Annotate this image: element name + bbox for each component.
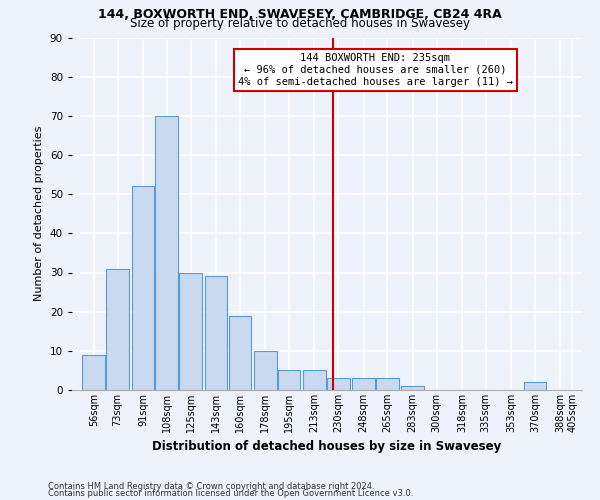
Text: Size of property relative to detached houses in Swavesey: Size of property relative to detached ho…	[130, 18, 470, 30]
Bar	[205, 276, 227, 390]
Bar	[254, 351, 277, 390]
Text: 144 BOXWORTH END: 235sqm
← 96% of detached houses are smaller (260)
4% of semi-d: 144 BOXWORTH END: 235sqm ← 96% of detach…	[238, 54, 513, 86]
Bar	[82, 355, 105, 390]
Bar	[278, 370, 301, 390]
Text: Contains HM Land Registry data © Crown copyright and database right 2024.: Contains HM Land Registry data © Crown c…	[48, 482, 374, 491]
Bar	[327, 378, 350, 390]
Bar	[106, 268, 129, 390]
Bar	[376, 378, 399, 390]
Bar	[155, 116, 178, 390]
Text: Contains public sector information licensed under the Open Government Licence v3: Contains public sector information licen…	[48, 488, 413, 498]
X-axis label: Distribution of detached houses by size in Swavesey: Distribution of detached houses by size …	[152, 440, 502, 454]
Bar	[401, 386, 424, 390]
Bar	[131, 186, 154, 390]
Bar	[352, 378, 375, 390]
Y-axis label: Number of detached properties: Number of detached properties	[34, 126, 44, 302]
Text: 144, BOXWORTH END, SWAVESEY, CAMBRIDGE, CB24 4RA: 144, BOXWORTH END, SWAVESEY, CAMBRIDGE, …	[98, 8, 502, 20]
Bar	[229, 316, 251, 390]
Bar	[303, 370, 326, 390]
Bar	[179, 272, 202, 390]
Bar	[524, 382, 547, 390]
